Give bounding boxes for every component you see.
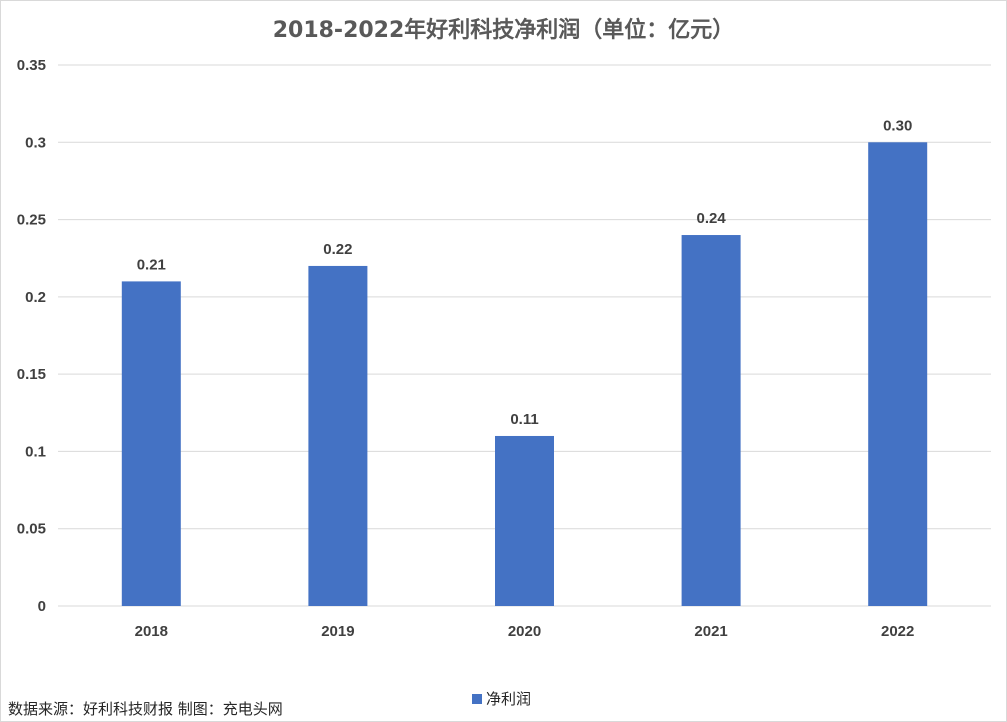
x-tick-label: 2021 <box>694 623 727 640</box>
bar <box>308 265 368 606</box>
source-note: 数据来源：好利科技财报 制图：充电头网 <box>8 700 283 718</box>
y-tick-label: 0.35 <box>17 57 46 74</box>
legend-swatch <box>472 693 482 704</box>
data-label: 0.24 <box>696 210 726 227</box>
data-label: 0.21 <box>137 256 166 273</box>
y-tick-label: 0.05 <box>17 521 46 538</box>
legend: 净利润 <box>472 688 531 709</box>
x-tick-label: 2018 <box>135 623 168 640</box>
y-tick-label: 0.25 <box>17 212 46 229</box>
chart-title: 2018-2022年好利科技净利润（单位：亿元） <box>272 18 735 43</box>
x-tick-label: 2019 <box>321 623 354 640</box>
y-tick-label: 0.3 <box>25 134 46 151</box>
bar <box>121 281 181 606</box>
y-tick-label: 0.15 <box>17 366 46 383</box>
data-label: 0.22 <box>323 241 352 258</box>
bar <box>868 142 928 607</box>
x-tick-label: 2022 <box>881 623 914 640</box>
y-tick-label: 0 <box>38 598 46 615</box>
x-tick-label: 2020 <box>508 623 541 640</box>
legend-label: 净利润 <box>486 690 532 708</box>
data-label: 0.11 <box>510 411 538 428</box>
bar <box>495 435 554 606</box>
data-label: 0.30 <box>883 117 912 134</box>
y-tick-label: 0.1 <box>25 443 46 460</box>
y-tick-label: 0.2 <box>25 289 46 306</box>
bar <box>681 235 741 606</box>
